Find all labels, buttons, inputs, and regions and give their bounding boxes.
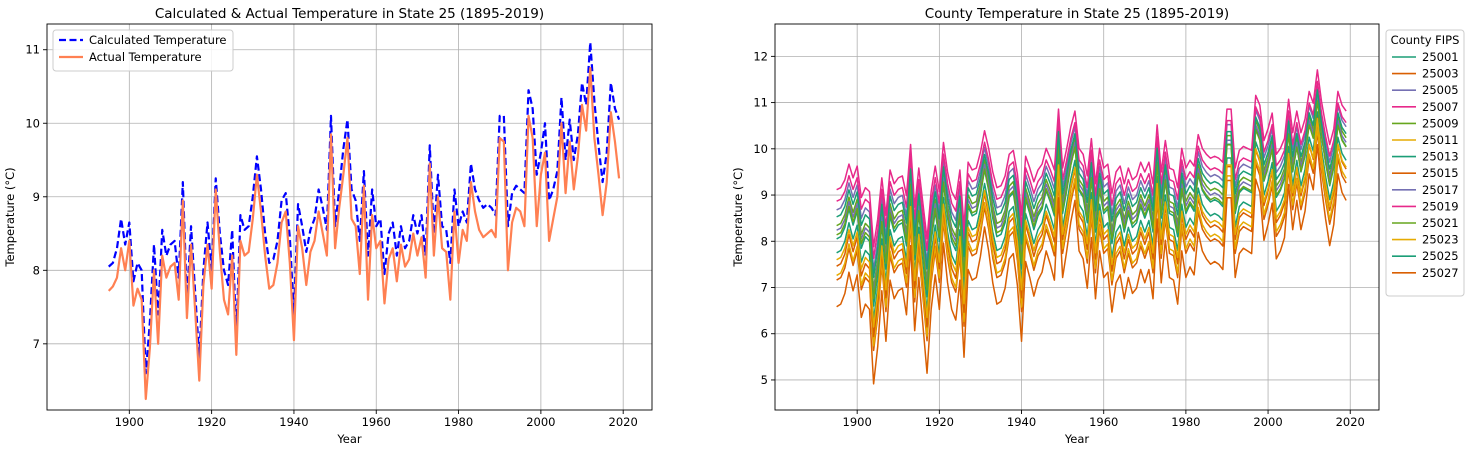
legend-label: 25025 — [1422, 249, 1459, 263]
legend-box — [1385, 29, 1465, 297]
legend-label: 25009 — [1422, 116, 1459, 130]
series-line-actual-temperature — [107, 67, 621, 401]
series-line-25027 — [836, 143, 1347, 385]
y-tick-label: 7 — [33, 337, 40, 351]
legend-label: 25017 — [1422, 183, 1459, 197]
x-tick-label: 1900 — [115, 415, 144, 429]
x-axis-label: Year — [336, 432, 362, 446]
legend-label: 25005 — [1422, 83, 1459, 97]
legend-label: 25007 — [1422, 100, 1459, 114]
legend-title: County FIPS — [1391, 33, 1460, 47]
x-tick-label: 1900 — [843, 415, 872, 429]
legend-label: 25015 — [1422, 166, 1459, 180]
series-line-calculated-temperature — [107, 41, 621, 375]
y-tick-label: 12 — [753, 49, 768, 63]
y-tick-label: 10 — [25, 116, 40, 130]
plot-frame — [46, 23, 653, 411]
y-tick-label: 8 — [761, 234, 768, 248]
x-axis-label: Year — [1064, 432, 1090, 446]
y-tick-label: 11 — [753, 96, 768, 110]
x-tick-label: 1920 — [925, 415, 954, 429]
legend-label: 25011 — [1422, 133, 1459, 147]
legend-label: 25023 — [1422, 233, 1459, 247]
legend-label: 25013 — [1422, 150, 1459, 164]
x-tick-label: 2020 — [609, 415, 638, 429]
y-tick-label: 9 — [33, 190, 40, 204]
legend-label: 25021 — [1422, 216, 1459, 230]
x-tick-label: 1980 — [1171, 415, 1200, 429]
x-tick-label: 1940 — [1007, 415, 1036, 429]
chart-title: Calculated & Actual Temperature in State… — [155, 6, 544, 22]
series-line-25025 — [836, 89, 1347, 278]
chart-1: 1900 1920 1940 1960 1980 2000 2020 7 8 9 10 11 Calcu… — [3, 6, 653, 446]
x-tick-label: 2000 — [526, 415, 555, 429]
legend-label: Calculated Temperature — [89, 33, 227, 47]
x-tick-label: 1920 — [197, 415, 226, 429]
plot-frame — [774, 23, 1380, 411]
y-tick-label: 7 — [761, 280, 768, 294]
series-line-25023 — [836, 118, 1347, 328]
y-tick-label: 6 — [761, 327, 768, 341]
legend-label: 25019 — [1422, 199, 1459, 213]
x-tick-label: 1960 — [1089, 415, 1118, 429]
y-tick-label: 5 — [761, 373, 768, 387]
series-line-25021 — [836, 100, 1347, 300]
legend-label: Actual Temperature — [89, 50, 202, 64]
x-tick-label: 1980 — [444, 415, 473, 429]
legend-box — [52, 29, 234, 72]
x-tick-label: 1960 — [362, 415, 391, 429]
series-line-25007 — [836, 69, 1347, 248]
chart-title: County Temperature in State 25 (1895-201… — [925, 6, 1229, 22]
y-tick-label: 9 — [761, 188, 768, 202]
x-tick-label: 2020 — [1336, 415, 1365, 429]
legend: Calculated Temperature Actual Temperature — [52, 29, 234, 72]
series-group — [836, 69, 1347, 385]
x-tick-label: 1940 — [279, 415, 308, 429]
x-tick-label: 2000 — [1253, 415, 1282, 429]
series-group — [107, 41, 621, 401]
legend-label: 25027 — [1422, 266, 1459, 280]
series-line-25019 — [836, 80, 1347, 259]
y-tick-label: 8 — [33, 263, 40, 277]
legend: County FIPS 25001 25003 25005 25007 25009 2501… — [1385, 29, 1465, 297]
legend-label: 25001 — [1422, 50, 1459, 64]
grid-lines — [47, 24, 652, 410]
y-axis-label: Temperature (°C) — [3, 167, 17, 267]
y-tick-label: 10 — [753, 142, 768, 156]
chart-2: 1900 1920 1940 1960 1980 2000 2020 5 6 7 8 9 10 11 12 C… — [731, 6, 1465, 446]
y-tick-label: 11 — [25, 43, 40, 57]
legend-label: 25003 — [1422, 67, 1459, 81]
y-axis-label: Temperature (°C) — [731, 167, 745, 267]
